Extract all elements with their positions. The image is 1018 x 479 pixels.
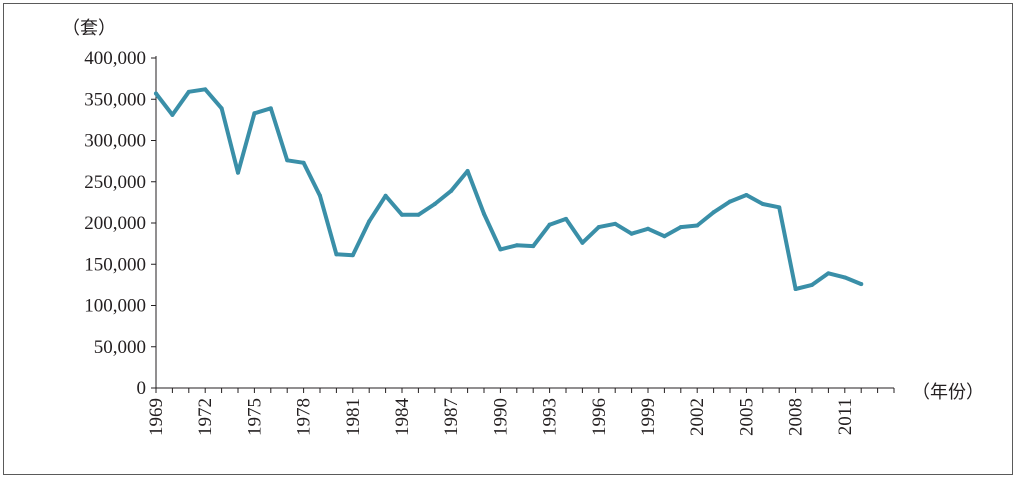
data-point [219, 106, 224, 111]
data-point [580, 240, 585, 245]
x-tick-label: 1999 [638, 398, 659, 436]
data-point [777, 205, 782, 210]
x-tick-label: 1981 [343, 398, 364, 436]
data-point [400, 212, 404, 217]
x-tick-label: 2011 [835, 398, 856, 435]
data-point [842, 275, 847, 280]
data-point [334, 252, 339, 257]
data-point [826, 271, 831, 276]
data-point [383, 193, 388, 198]
y-ticks: 0 50,000 100,000 150,000 200,000 250,000 300,0… [84, 48, 156, 399]
axes [155, 56, 894, 389]
data-point [268, 106, 273, 111]
data-point [678, 225, 683, 230]
data-point [662, 234, 667, 239]
x-tick-label: 1969 [146, 398, 167, 436]
data-point [170, 112, 175, 117]
y-tick-label: 0 [137, 378, 147, 399]
data-point [613, 221, 618, 226]
x-tick-label: 2008 [786, 398, 807, 436]
y-tick-label: 300,000 [84, 131, 146, 152]
data-point [514, 243, 519, 248]
data-point [416, 212, 421, 217]
data-point [252, 111, 257, 116]
data-point [629, 231, 634, 236]
data-point [236, 170, 240, 175]
data-point [547, 222, 552, 227]
x-tick-label: 1972 [195, 398, 216, 436]
x-tick-label: 1990 [490, 398, 511, 436]
data-point [154, 91, 158, 96]
x-ticks: 1969 1972 1975 1978 1981 1984 1987 1990 1993 1996… [146, 388, 895, 437]
data-point [498, 247, 503, 252]
data-point [810, 282, 814, 287]
data-point [367, 219, 372, 224]
data-point [449, 188, 454, 193]
y-axis-unit-label: （套） [62, 18, 116, 39]
y-tick-label: 150,000 [84, 254, 146, 275]
y-tick-label: 250,000 [84, 172, 146, 193]
x-tick-label: 2002 [687, 398, 708, 436]
y-tick-label: 50,000 [94, 337, 146, 358]
x-tick-label: 2005 [736, 398, 757, 436]
data-point [301, 160, 306, 165]
data-point [564, 216, 568, 221]
x-tick-label: 1996 [589, 398, 610, 436]
data-point [646, 226, 650, 231]
data-point [859, 282, 864, 287]
data-point [793, 287, 798, 291]
series-group [154, 87, 864, 291]
x-tick-label: 1993 [540, 398, 561, 436]
series-line [154, 87, 864, 291]
data-point [465, 169, 470, 174]
data-point [596, 225, 601, 230]
data-point [186, 89, 191, 94]
data-point [760, 202, 765, 207]
x-tick-label: 1975 [244, 398, 265, 436]
data-point [203, 87, 208, 92]
y-tick-label: 350,000 [84, 89, 146, 110]
x-tick-label: 1987 [441, 398, 462, 436]
chart-frame [3, 3, 1013, 475]
data-point [482, 211, 486, 216]
data-point [711, 210, 716, 215]
data-point [728, 199, 732, 204]
data-point [285, 158, 290, 163]
data-point [350, 253, 355, 258]
data-point [531, 244, 536, 249]
y-tick-label: 100,000 [84, 296, 146, 317]
y-tick-label: 200,000 [84, 213, 146, 234]
x-tick-label: 1984 [392, 398, 413, 437]
x-axis-unit-label: （年份） [912, 382, 984, 403]
data-point [432, 202, 437, 207]
data-point [695, 223, 700, 228]
x-tick-label: 1978 [294, 398, 315, 436]
data-point [744, 192, 749, 197]
y-tick-label: 400,000 [84, 48, 146, 69]
data-point [318, 193, 322, 198]
